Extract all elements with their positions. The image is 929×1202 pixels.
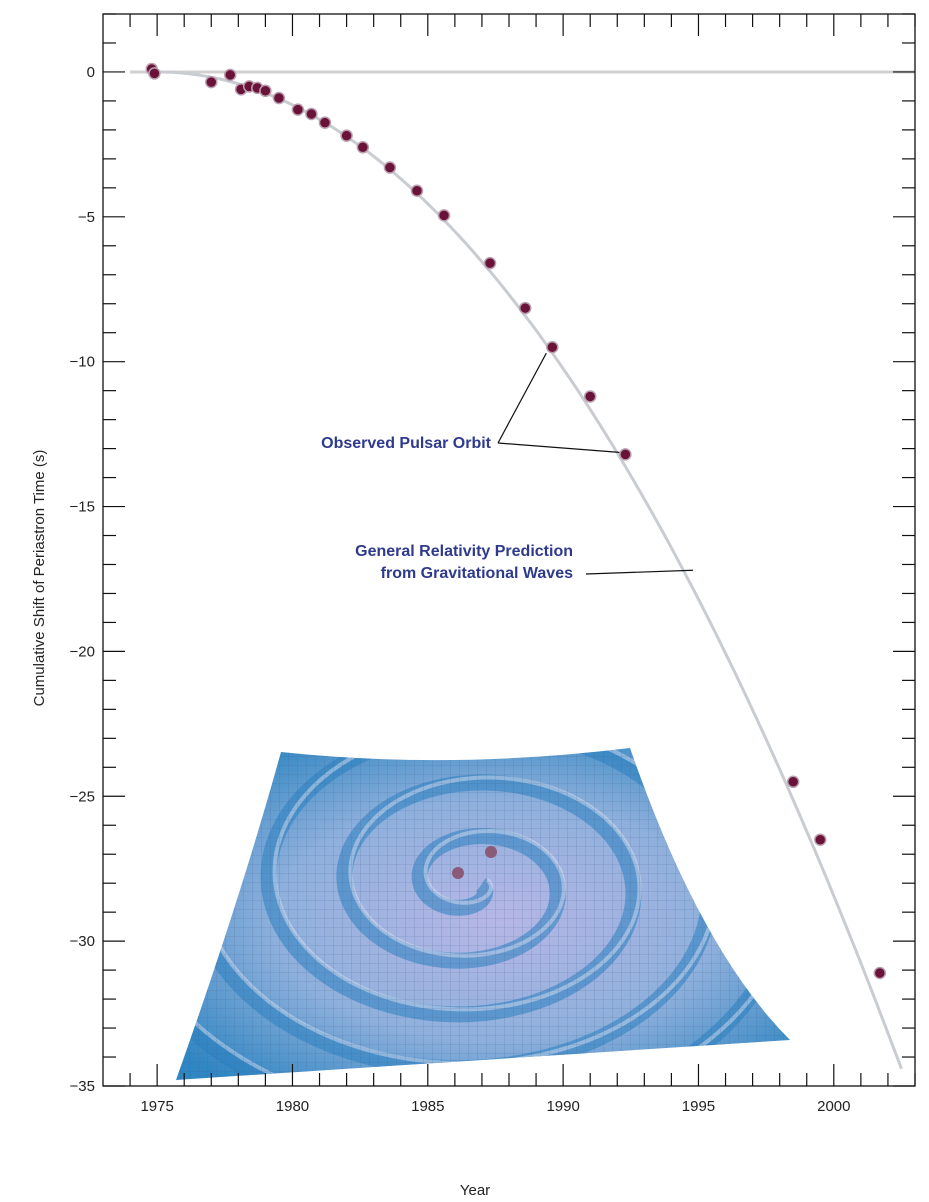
observed-point-21 (619, 448, 632, 461)
observed-point-14 (383, 161, 397, 174)
y-tick-label: −35 (70, 1078, 95, 1095)
y-tick-label: −30 (70, 933, 95, 950)
x-tick-label: 1990 (546, 1098, 579, 1115)
observed-point-22 (786, 775, 800, 789)
annotation-gr-prediction-line-1: General Relativity Prediction (355, 543, 573, 560)
y-tick-label: −10 (70, 354, 95, 371)
y-axis-ticks: 0 −5 −10 −15 −20 −25 −30 −35 (70, 13, 915, 1095)
observed-point-3 (223, 68, 237, 82)
annotation-observed-pulsar-orbit: Observed Pulsar Orbit (321, 435, 492, 452)
orbiting-body-1 (452, 867, 464, 879)
observed-point-7 (259, 84, 272, 98)
x-axis-ticks: 1975 1980 1985 1990 1995 2000 (129, 14, 916, 1115)
x-tick-label: 1985 (411, 1098, 444, 1115)
orbiting-body-2 (485, 846, 497, 858)
observed-point-18 (518, 301, 532, 315)
observed-point-1 (148, 67, 161, 80)
x-tick-label: 1995 (682, 1098, 715, 1115)
y-axis-title: Cumulative Shift of Periastron Time (s) (31, 450, 48, 707)
observed-point-10 (305, 107, 318, 121)
y-tick-label: −15 (70, 499, 95, 516)
y-tick-label: −20 (70, 643, 95, 660)
annotation-layer: Observed Pulsar Orbit General Relativity… (321, 352, 694, 582)
y-tick-label: −25 (70, 788, 95, 805)
y-tick-label: 0 (87, 64, 95, 81)
x-tick-label: 2000 (817, 1098, 850, 1115)
observed-point-17 (483, 256, 497, 270)
observed-point-19 (546, 340, 559, 354)
y-tick-label: −5 (78, 209, 95, 226)
observed-point-12 (340, 129, 353, 142)
observed-point-2 (205, 75, 218, 89)
x-tick-label: 1975 (140, 1098, 173, 1115)
leader-observed-0 (497, 352, 547, 444)
gravitational-wave-ripple-illustration (176, 748, 790, 1080)
observed-point-24 (873, 966, 887, 980)
observed-point-16 (437, 209, 451, 222)
x-axis-title: Year (460, 1182, 490, 1199)
ripple-mesh-grid (176, 748, 790, 1080)
observed-point-8 (272, 91, 286, 105)
observed-point-23 (814, 833, 827, 846)
observed-points-layer (145, 62, 887, 980)
leader-observed-1 (497, 442, 620, 453)
leader-gr-prediction (585, 569, 694, 575)
annotation-gr-prediction-line-2: from Gravitational Waves (381, 565, 573, 582)
observed-point-13 (356, 141, 370, 154)
observed-point-20 (583, 390, 597, 403)
x-tick-label: 1980 (276, 1098, 309, 1115)
observed-point-11 (318, 116, 332, 129)
observed-point-9 (291, 103, 305, 116)
observed-point-15 (410, 184, 424, 197)
